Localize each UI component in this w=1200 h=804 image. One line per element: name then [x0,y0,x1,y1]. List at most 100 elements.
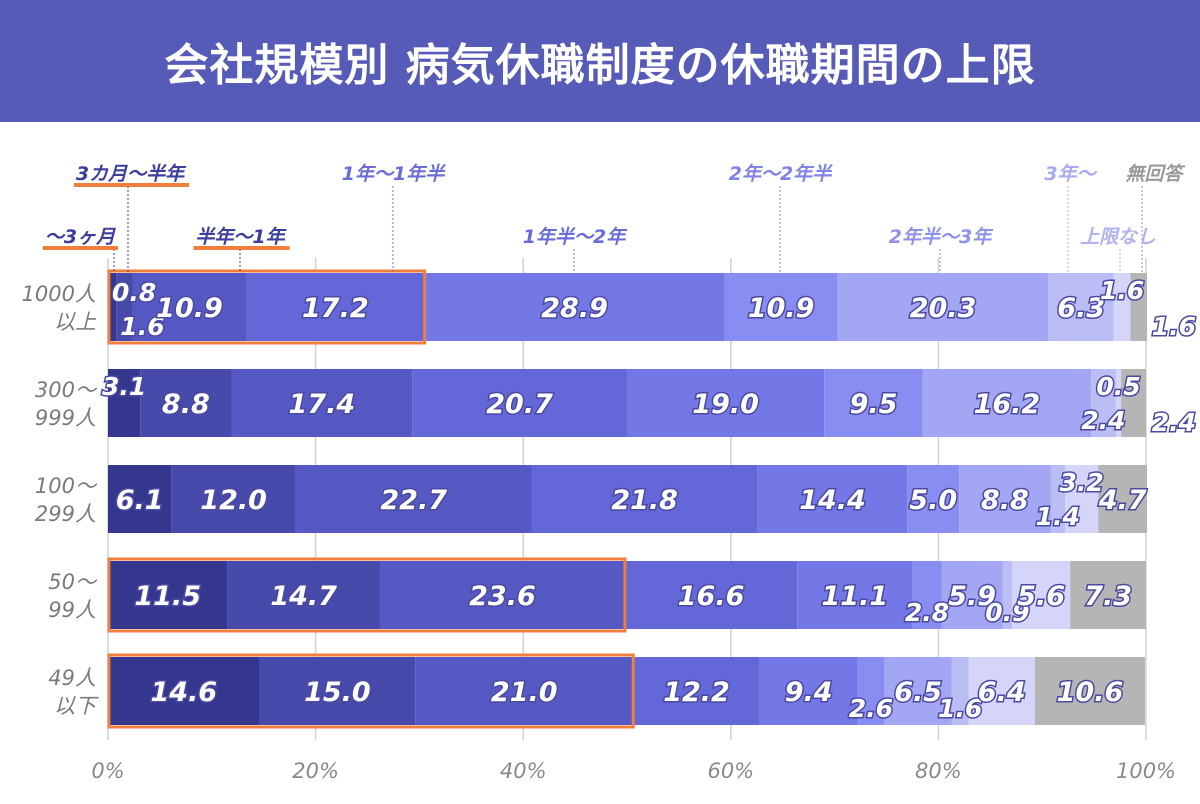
bar-segment [1050,465,1066,533]
bar-segment [907,465,960,533]
bar-segment [108,561,228,629]
data-label: 0.5 [1096,372,1140,401]
bar-segment [1115,369,1122,437]
legend-underline [193,246,290,250]
bar-segment [912,561,942,629]
data-label: 21.0 [491,677,558,708]
bar-segment [759,657,858,725]
data-label: 1.4 [1036,502,1080,531]
x-tick-label: 40% [500,759,547,783]
legend-label: 〜3ヶ月 [45,226,116,248]
bar-segment [412,369,627,437]
category-label: 300〜 [35,378,98,402]
bar-segment [246,273,425,341]
bar-segment [259,657,416,725]
data-label: 14.4 [799,485,866,516]
legend-label: 上限なし [1080,226,1156,248]
legend-underline [42,246,119,250]
data-label: 16.6 [678,581,745,612]
data-label: 16.2 [974,389,1041,420]
category-label: 99人 [48,598,96,622]
data-label: 8.8 [162,389,210,420]
data-label: 1.6 [1100,276,1144,305]
data-label: 3.1 [102,372,146,401]
data-label: 2.6 [849,694,893,723]
highlight-box [107,557,627,633]
bar-segment [968,657,1035,725]
x-tick-label: 60% [707,759,754,783]
chart-title: 会社規模別 病気休職制度の休職期間の上限 [164,40,1036,91]
data-label: 22.7 [380,485,447,516]
data-label: 12.2 [663,677,730,708]
bar-segment [941,561,1003,629]
bar-segment [633,657,760,725]
highlight-box [107,269,427,345]
legend-label: 3カ月〜半年 [76,163,187,185]
bar-segment [1034,657,1145,725]
bar-segment [857,657,885,725]
data-label: 8.8 [981,485,1029,516]
data-label: 0.9 [985,598,1029,627]
bar-segment [627,369,825,437]
bar-segment [1012,561,1071,629]
data-label: 5.0 [909,485,957,516]
data-label: 20.3 [910,293,977,324]
bar-segment [724,273,838,341]
title-bar: 会社規模別 病気休職制度の休職期間の上限 [0,0,1200,122]
data-label: 14.6 [150,677,217,708]
bar-segment [884,657,952,725]
data-label: 5.9 [948,581,996,612]
data-label: 11.1 [822,581,889,612]
data-label: 15.0 [304,677,371,708]
category-label: 100〜 [35,474,98,498]
bar-segment [624,561,798,629]
data-label: 5.6 [1017,581,1065,612]
bar-segment [424,273,725,341]
data-label: 1.6 [938,694,982,723]
bar-segment [227,561,380,629]
data-label: 1.6 [1152,312,1196,341]
data-label: 0.8 [112,278,156,307]
data-label: 3.2 [1059,468,1103,497]
data-label: 6.3 [1057,293,1105,324]
data-label: 17.2 [302,293,369,324]
data-label: 11.5 [134,581,201,612]
bar-segment [531,465,758,533]
data-label: 14.7 [270,581,337,612]
category-label: 1000人 [22,282,96,306]
bar-segment [1121,369,1146,437]
bar-segment [1113,273,1131,341]
data-label: 9.4 [785,677,833,708]
data-label: 9.5 [850,389,898,420]
bar-segment [1002,561,1013,629]
legend-label: 1年半〜2年 [523,226,628,248]
data-label: 17.4 [289,389,356,420]
bar-segment [108,273,117,341]
bar-segment [415,657,634,725]
bar-segment [140,369,232,437]
data-label: 10.9 [156,293,223,324]
bar-segment [108,369,141,437]
data-label: 19.0 [692,389,759,420]
data-label: 10.9 [748,293,815,324]
bar-segment [132,273,247,341]
data-label: 6.1 [116,485,164,516]
legend-underline [73,183,190,187]
bar-segment [922,369,1091,437]
bar-segment [1065,465,1099,533]
bar-segment [797,561,913,629]
bar-segment [1098,465,1148,533]
bar-segment [1090,369,1116,437]
data-label: 23.6 [469,581,536,612]
data-label: 2.4 [1152,408,1196,437]
category-label: 999人 [35,406,96,430]
data-label: 10.6 [1057,677,1124,708]
x-tick-label: 20% [292,759,339,783]
bar-segment [757,465,908,533]
legend-label: 1年〜1年半 [342,163,446,185]
bar-segment [108,465,172,533]
legend-label: 3年〜 [1044,163,1097,185]
bar-segment [951,657,969,725]
data-label: 1.6 [120,312,164,341]
